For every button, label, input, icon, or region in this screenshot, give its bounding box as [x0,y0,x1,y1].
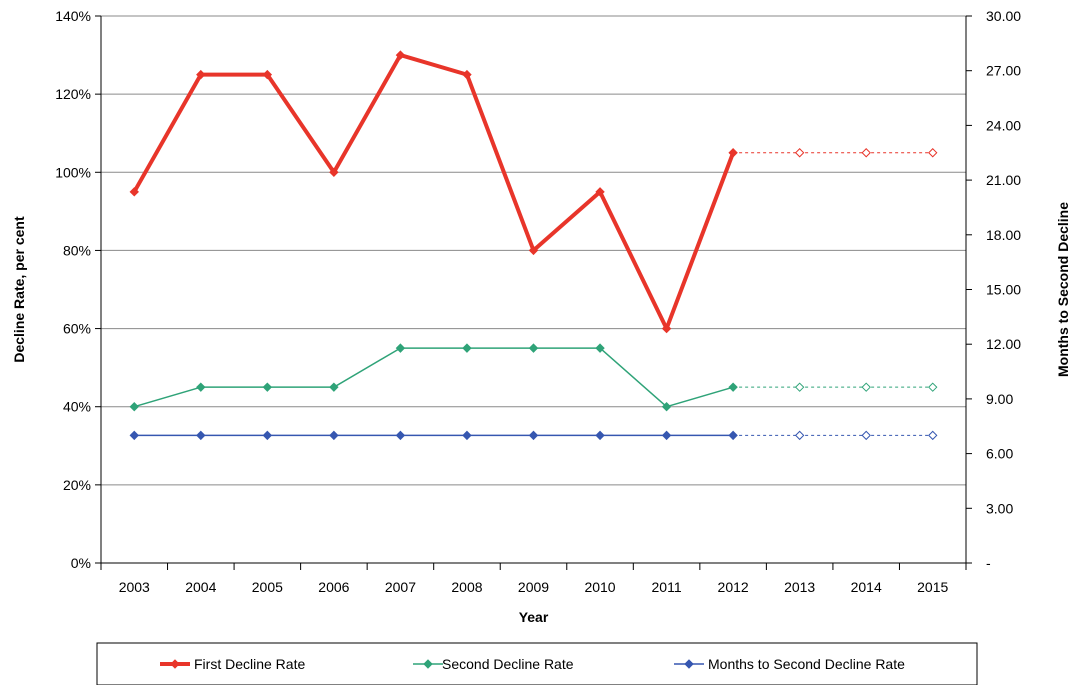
data-point [196,69,206,80]
y-tick-label-left: 40% [63,399,91,415]
data-point [595,187,605,197]
data-point [196,382,206,392]
x-tick-label: 2006 [318,579,349,595]
x-tick-label: 2005 [252,579,283,595]
y-tick-label-right: 9.00 [986,391,1013,407]
x-tick-label: 2010 [584,579,615,595]
y-tick-label-right: 24.00 [986,117,1021,133]
legend-swatch-marker [423,659,433,669]
y-tick-label-left: 20% [63,477,91,493]
data-point [462,69,472,80]
y-tick-label-left: 120% [55,86,91,102]
data-point [928,148,938,158]
x-tick-label: 2014 [851,579,882,595]
data-point [595,430,605,441]
y-tick-label-right: - [986,555,991,571]
x-tick-label: 2008 [451,579,482,595]
data-point [861,430,871,441]
y-tick-label-right: 18.00 [986,227,1021,243]
data-point [395,430,406,441]
y-tick-label-right: 21.00 [986,172,1021,188]
data-point [728,382,738,392]
data-point [661,402,672,412]
data-point [528,245,539,256]
data-point [728,430,738,441]
data-point [129,402,139,412]
data-point [794,148,805,158]
y-tick-label-left: 100% [55,164,91,180]
y-tick-label-right: 30.00 [986,8,1021,24]
data-point [196,430,206,441]
x-tick-label: 2015 [917,579,948,595]
data-point [329,167,339,177]
data-point [395,50,406,60]
y-tick-label-left: 60% [63,321,91,337]
data-point [262,382,273,392]
x-axis-title: Year [519,609,549,625]
legend-label: Months to Second Decline Rate [708,656,905,672]
y-tick-label-left: 0% [71,555,91,571]
data-point [462,430,472,441]
data-point [861,382,871,392]
data-point [528,430,539,441]
y-tick-label-right: 6.00 [986,446,1013,462]
data-point [129,187,139,197]
legend-label: First Decline Rate [194,656,305,672]
data-point [728,148,738,158]
data-point [928,430,938,441]
y-tick-label-right: 3.00 [986,500,1013,516]
data-point [661,430,672,441]
legend-swatch-marker [170,659,180,669]
data-point [661,323,672,334]
x-tick-label: 2013 [784,579,815,595]
data-point [794,382,805,392]
data-point [861,148,871,158]
data-point [262,430,273,441]
x-tick-label: 2009 [518,579,549,595]
y-axis-title-right: Months to Second Decline [1055,202,1071,377]
data-point [395,343,406,353]
data-point [329,382,339,392]
y-axis-title-left: Decline Rate, per cent [11,216,27,363]
y-tick-label-right: 27.00 [986,63,1021,79]
x-tick-label: 2011 [652,579,682,595]
y-tick-label-left: 140% [55,8,91,24]
data-point [595,343,605,353]
data-point [794,430,805,441]
y-tick-label-right: 15.00 [986,282,1021,298]
legend [96,642,978,685]
data-point [462,343,472,353]
data-point [528,343,539,353]
data-point [129,430,139,441]
y-tick-label-left: 80% [63,242,91,258]
data-point [262,69,273,80]
legend-swatch-marker [684,659,694,669]
x-tick-label: 2003 [119,579,150,595]
x-tick-label: 2007 [385,579,416,595]
x-tick-label: 2004 [185,579,216,595]
y-tick-label-right: 12.00 [986,336,1021,352]
data-point [928,382,938,392]
x-tick-label: 2012 [718,579,749,595]
data-point [329,430,339,441]
series-line [132,53,735,331]
legend-label: Second Decline Rate [442,656,574,672]
series-line [134,347,734,408]
